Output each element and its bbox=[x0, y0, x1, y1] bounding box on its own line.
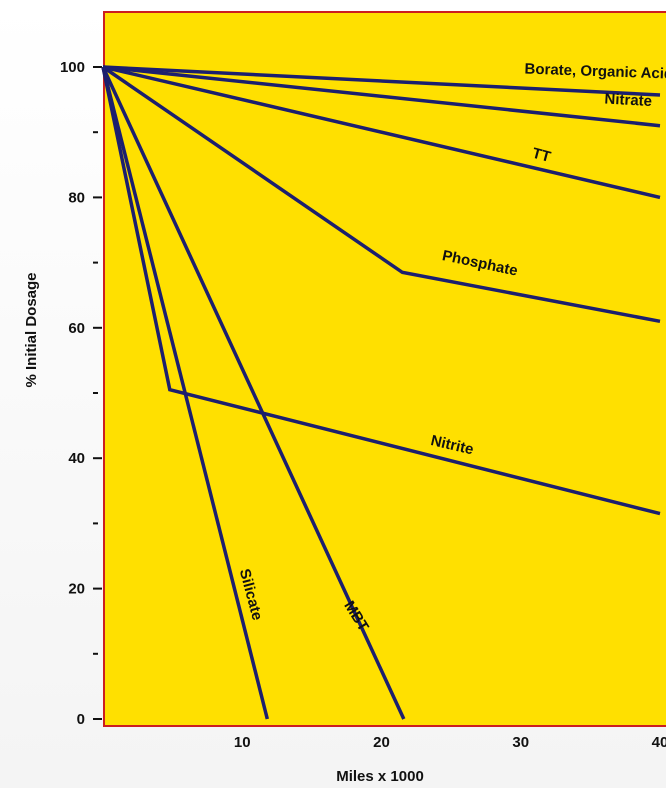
y-tick-label: 40 bbox=[68, 450, 85, 467]
y-tick-label: 20 bbox=[68, 581, 85, 598]
x-tick-label: 20 bbox=[373, 734, 390, 751]
series-label-nitrate: Nitrate bbox=[604, 91, 652, 110]
y-tick-label: 0 bbox=[77, 711, 85, 728]
x-tick-label: 30 bbox=[512, 734, 529, 751]
y-tick-label: 80 bbox=[68, 189, 85, 206]
y-tick-label: 100 bbox=[60, 59, 85, 76]
x-axis-title: Miles x 1000 bbox=[336, 768, 424, 785]
x-tick-label: 40 bbox=[652, 734, 666, 751]
x-tick-label: 10 bbox=[234, 734, 251, 751]
y-tick-label: 60 bbox=[68, 320, 85, 337]
y-axis-title: % Initial Dosage bbox=[23, 272, 40, 387]
